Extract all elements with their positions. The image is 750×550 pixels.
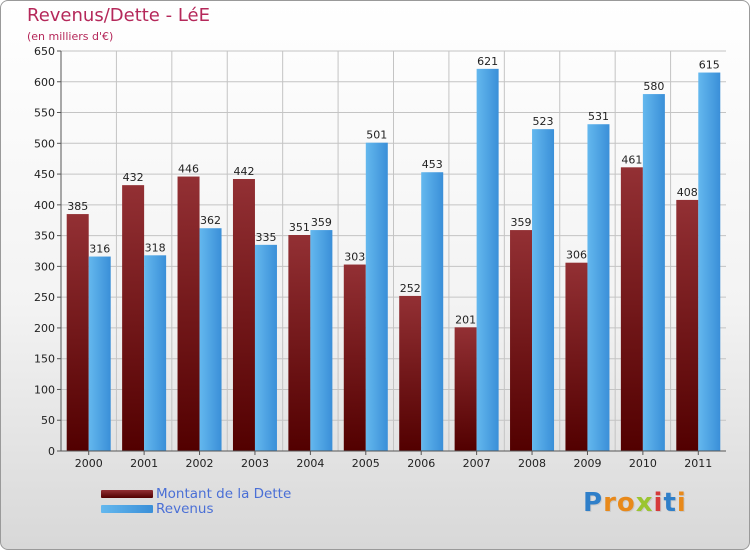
x-tick-label: 2010	[629, 457, 657, 470]
data-label-dette: 359	[511, 216, 532, 229]
y-tick-label: 100	[34, 383, 55, 396]
y-tick-label: 550	[34, 107, 55, 120]
logo-letter: o	[616, 488, 636, 518]
y-tick-label: 300	[34, 260, 55, 273]
bar-revenus	[642, 94, 665, 452]
legend-label-debt: Montant de la Dette	[156, 486, 292, 502]
bar-revenus	[144, 255, 167, 451]
data-label-revenus: 335	[255, 231, 276, 244]
data-label-dette: 303	[344, 251, 365, 264]
y-tick-label: 450	[34, 168, 55, 181]
data-label-dette: 432	[123, 171, 144, 184]
data-label-dette: 351	[289, 221, 310, 234]
data-label-dette: 385	[67, 200, 88, 213]
x-tick-label: 2003	[241, 457, 269, 470]
x-tick-label: 2000	[75, 457, 103, 470]
bar-revenus	[365, 142, 388, 451]
bar-revenus	[254, 244, 277, 451]
data-label-revenus: 362	[200, 214, 221, 227]
x-tick-label: 2006	[407, 457, 435, 470]
bar-dette	[399, 295, 422, 451]
data-label-dette: 461	[621, 153, 642, 166]
bar-dette	[177, 176, 200, 452]
y-tick-label: 50	[41, 414, 55, 427]
bar-revenus	[698, 72, 721, 452]
bar-dette	[510, 230, 533, 451]
data-label-revenus: 580	[643, 80, 664, 93]
bar-dette	[232, 179, 255, 451]
logo-letter: i	[653, 488, 664, 518]
x-tick-label: 2001	[130, 457, 158, 470]
data-label-revenus: 316	[89, 243, 110, 256]
y-tick-label: 350	[34, 230, 55, 243]
bar-dette	[454, 327, 477, 451]
x-tick-label: 2008	[518, 457, 546, 470]
data-label-revenus: 621	[477, 55, 498, 68]
bar-dette	[620, 167, 643, 452]
bar-dette	[565, 262, 588, 451]
y-tick-label: 650	[34, 45, 55, 58]
chart-subtitle: (en milliers d'€)	[27, 30, 114, 43]
bar-dette	[343, 264, 366, 451]
legend-swatch-revenus	[101, 505, 153, 513]
logo-letter: r	[603, 488, 617, 518]
data-label-revenus: 359	[311, 216, 332, 229]
y-tick-label: 500	[34, 137, 55, 150]
data-label-dette: 442	[233, 165, 254, 178]
x-tick-label: 2005	[352, 457, 380, 470]
chart-title: Revenus/Dette - LéE	[27, 5, 210, 26]
bar-revenus	[199, 228, 222, 451]
bar-revenus	[476, 68, 499, 451]
logo-letter: P	[583, 488, 604, 518]
x-tick-label: 2009	[573, 457, 601, 470]
data-label-revenus: 615	[699, 59, 720, 72]
bar-dette	[288, 235, 311, 451]
bar-dette	[676, 199, 699, 451]
bar-revenus	[310, 230, 333, 451]
x-tick-label: 2011	[684, 457, 712, 470]
logo-letter: i	[676, 488, 687, 518]
data-label-revenus: 318	[145, 241, 166, 254]
data-label-dette: 252	[400, 282, 421, 295]
legend-swatch-debt	[101, 490, 153, 498]
data-label-dette: 306	[566, 249, 587, 262]
bar-revenus	[587, 124, 610, 451]
data-label-revenus: 453	[422, 158, 443, 171]
y-tick-label: 200	[34, 322, 55, 335]
x-tick-label: 2007	[463, 457, 491, 470]
data-label-dette: 408	[677, 186, 698, 199]
y-tick-label: 150	[34, 353, 55, 366]
bar-dette	[122, 185, 145, 451]
data-label-dette: 446	[178, 163, 199, 176]
y-tick-label: 600	[34, 76, 55, 89]
logo-letter: x	[635, 488, 654, 518]
logo-letter: t	[663, 488, 677, 518]
bar-revenus	[88, 256, 111, 451]
data-label-revenus: 531	[588, 110, 609, 123]
y-tick-label: 250	[34, 291, 55, 304]
data-label-dette: 201	[455, 313, 476, 326]
bar-dette	[66, 214, 89, 451]
legend-label-revenus: Revenus	[156, 501, 214, 517]
proxiti-logo: Proxiti	[583, 488, 687, 518]
bar-revenus	[532, 129, 555, 451]
bar-revenus	[421, 172, 444, 451]
y-tick-label: 400	[34, 199, 55, 212]
data-label-revenus: 501	[366, 129, 387, 142]
x-tick-label: 2002	[186, 457, 214, 470]
data-label-revenus: 523	[533, 115, 554, 128]
y-tick-label: 0	[48, 445, 55, 458]
x-tick-label: 2004	[296, 457, 324, 470]
